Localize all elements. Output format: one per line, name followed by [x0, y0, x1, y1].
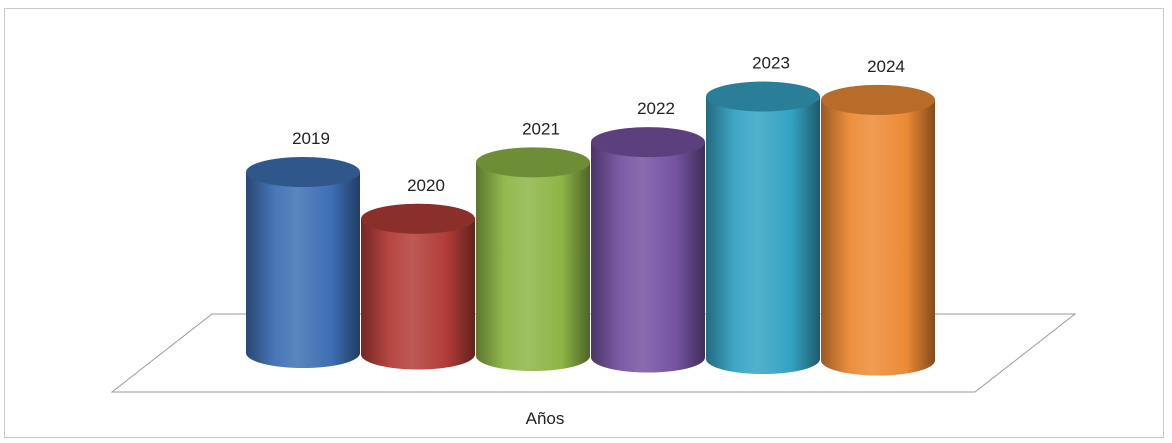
cylinder-body	[706, 96, 820, 375]
bar-label-2019: 2019	[292, 129, 330, 148]
cylinder-top	[821, 84, 935, 115]
bar-2023	[706, 81, 820, 375]
bar-label-2021: 2021	[522, 119, 560, 138]
cylinder-top	[476, 147, 590, 178]
bar-2019	[246, 157, 360, 368]
cylinder-top	[246, 157, 360, 187]
bar-label-2024: 2024	[867, 57, 905, 76]
bars-group	[246, 81, 935, 376]
bar-label-2023: 2023	[752, 54, 790, 73]
bar-label-2020: 2020	[407, 176, 445, 195]
cylinder-body	[591, 142, 705, 373]
bar-2022	[591, 127, 705, 373]
bar-labels-group: 2019 2020 2021 2022 2023 2024	[292, 54, 905, 195]
cylinder-top	[591, 127, 705, 158]
bar-2021	[476, 147, 590, 371]
bar-2024	[821, 84, 935, 376]
cylinder-top	[706, 81, 820, 112]
cylinder-body	[476, 162, 590, 371]
bar-label-2022: 2022	[637, 99, 675, 118]
cylinder-top	[361, 203, 475, 234]
cylinder-body	[361, 218, 475, 370]
cylinder-body	[821, 99, 935, 376]
x-axis-title: Años	[526, 409, 565, 428]
cylinder-body	[246, 172, 360, 368]
bar-2020	[361, 203, 475, 370]
